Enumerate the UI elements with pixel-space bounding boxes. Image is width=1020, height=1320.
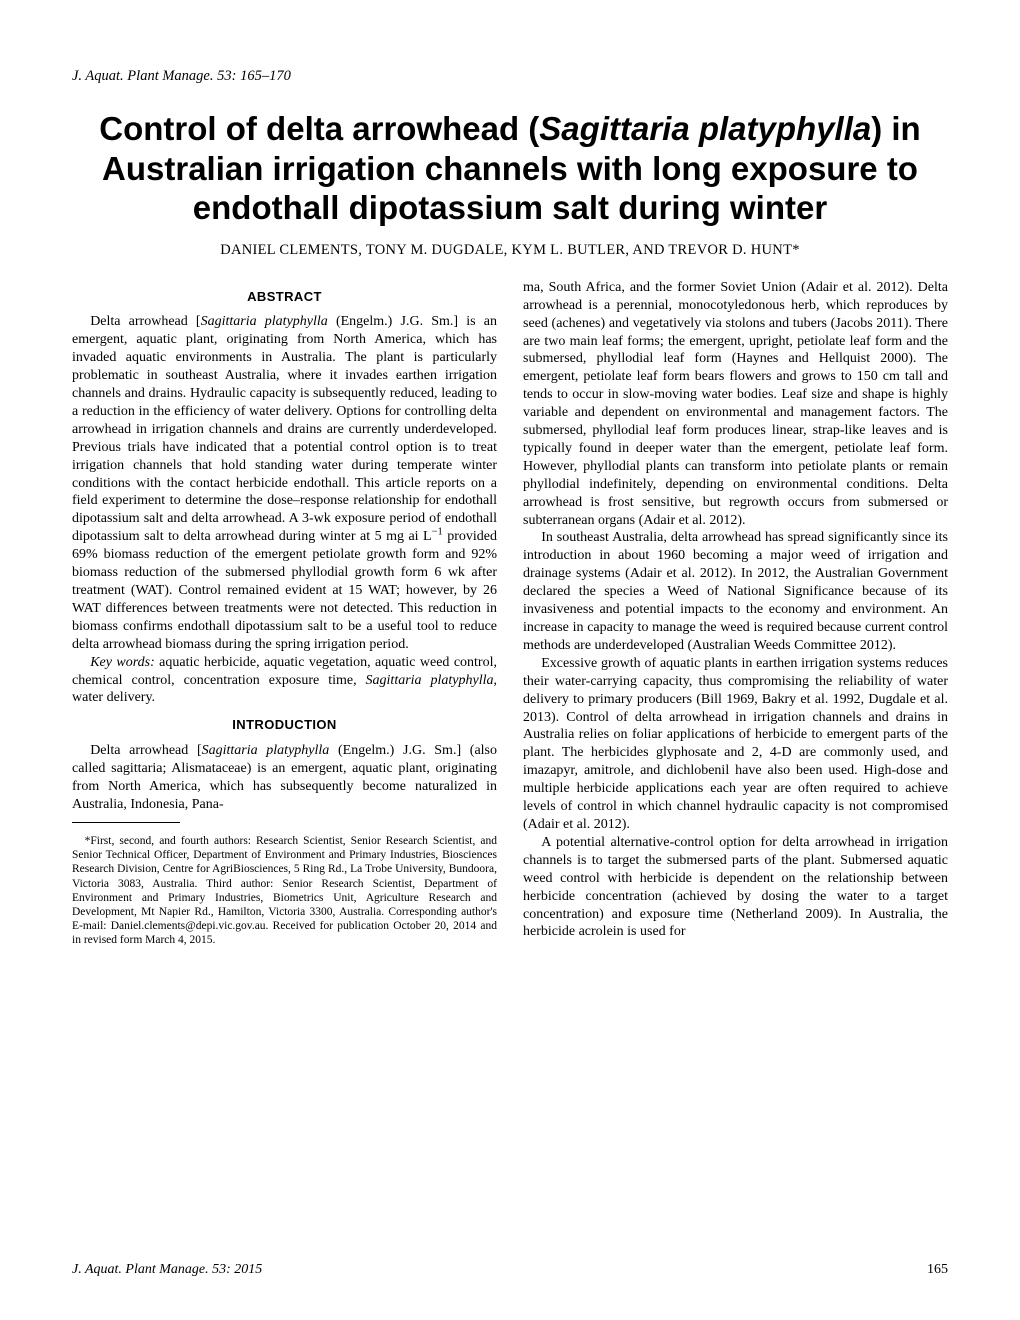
authors-line: DANIEL CLEMENTS, TONY M. DUGDALE, KYM L.… [72,242,948,259]
page-container: J. Aquat. Plant Manage. 53: 165–170 Cont… [0,0,1020,998]
footnote-rule [72,822,180,823]
abstract-superscript: −1 [432,527,443,538]
title-text-pre: Control of delta arrowhead ( [99,110,539,147]
col2-paragraph-2: In southeast Australia, delta arrowhead … [523,529,948,654]
introduction-heading: INTRODUCTION [72,717,497,734]
footnote-text: *First, second, and fourth authors: Rese… [72,834,497,947]
page-footer: J. Aquat. Plant Manage. 53: 2015 165 [72,1262,948,1278]
abstract-paragraph: Delta arrowhead [Sagittaria platyphylla … [72,313,497,653]
abstract-text-c: provided 69% biomass reduction of the em… [72,529,497,651]
col2-paragraph-1: ma, South Africa, and the former Soviet … [523,279,948,530]
keywords-label: Key words: [90,655,155,670]
abstract-text-a: Delta arrowhead [ [90,314,200,329]
intro-paragraph-1: Delta arrowhead [Sagittaria platyphylla … [72,742,497,814]
keywords-paragraph: Key words: aquatic herbicide, aquatic ve… [72,654,497,708]
keywords-scientific-name: Sagittaria platyphylla [366,673,494,688]
journal-header: J. Aquat. Plant Manage. 53: 165–170 [72,68,948,85]
intro-p1-text-a: Delta arrowhead [ [90,743,201,758]
body-columns: ABSTRACT Delta arrowhead [Sagittaria pla… [72,279,948,950]
footer-page-number: 165 [927,1262,948,1278]
col2-paragraph-4: A potential alternative-control option f… [523,834,948,941]
intro-p1-scientific-name: Sagittaria platyphylla [202,743,330,758]
col2-paragraph-3: Excessive growth of aquatic plants in ea… [523,655,948,834]
abstract-scientific-name: Sagittaria platyphylla [201,314,328,329]
abstract-heading: ABSTRACT [72,289,497,306]
abstract-text-b: (Engelm.) J.G. Sm.] is an emergent, aqua… [72,314,497,544]
footnote-block: *First, second, and fourth authors: Rese… [72,822,497,948]
article-title: Control of delta arrowhead (Sagittaria p… [72,109,948,228]
title-scientific-name: Sagittaria platyphylla [539,110,871,147]
footer-journal-ref: J. Aquat. Plant Manage. 53: 2015 [72,1262,262,1278]
